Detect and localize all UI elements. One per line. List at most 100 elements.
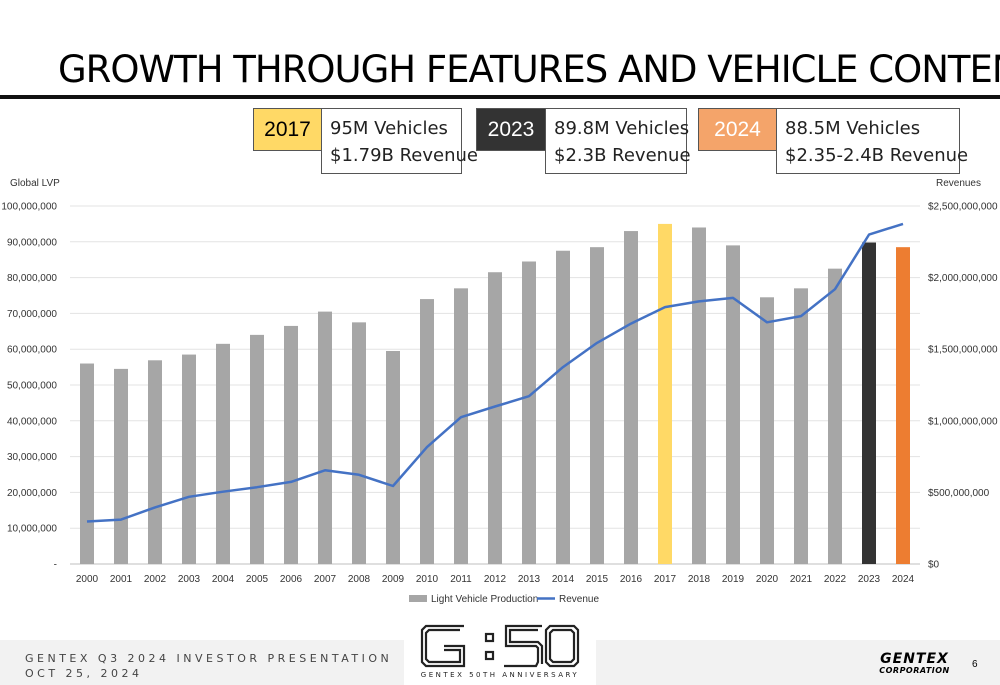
- x-tick-label: 2021: [790, 574, 813, 585]
- brand-name: GENTEX: [880, 651, 949, 667]
- left-tick-label: 100,000,000: [1, 202, 57, 213]
- bar-2011: [454, 288, 468, 564]
- x-tick-label: 2017: [654, 574, 677, 585]
- x-tick-label: 2009: [382, 574, 405, 585]
- anniversary-subtitle: GENTEX 50TH ANNIVERSARY: [420, 671, 580, 679]
- x-tick-label: 2005: [246, 574, 269, 585]
- callout-revenue: $2.35-2.4B Revenue: [785, 145, 969, 166]
- right-tick-label: $2,500,000,000: [928, 202, 998, 213]
- callout-year: 2023: [476, 108, 546, 151]
- callout-info: 95M Vehicles $1.79B Revenue: [321, 108, 478, 174]
- right-tick-label: $0: [928, 560, 940, 571]
- x-tick-label: 2000: [76, 574, 99, 585]
- bar-2010: [420, 299, 434, 564]
- title-divider: [0, 95, 1000, 99]
- callout-year: 2024: [698, 108, 777, 151]
- bar-2006: [284, 325, 298, 564]
- x-tick-label: 2022: [824, 574, 847, 585]
- bar-2018: [692, 227, 706, 565]
- left-tick-label: -: [54, 560, 57, 571]
- bar-2005: [250, 334, 264, 564]
- bar-2002: [148, 360, 162, 564]
- x-tick-label: 2012: [484, 574, 507, 585]
- x-tick-label: 2007: [314, 574, 337, 585]
- callout-vehicles: 88.5M Vehicles: [785, 118, 921, 139]
- bar-2019: [726, 245, 740, 564]
- x-tick-label: 2006: [280, 574, 303, 585]
- bar-2003: [182, 354, 196, 564]
- bar-2022: [828, 268, 842, 564]
- x-tick-label: 2013: [518, 574, 541, 585]
- x-tick-label: 2016: [620, 574, 643, 585]
- page-title: GROWTH THROUGH FEATURES AND VEHICLE CONT…: [58, 48, 1000, 91]
- x-tick-label: 2001: [110, 574, 133, 585]
- left-tick-label: 30,000,000: [7, 452, 57, 463]
- right-tick-label: $500,000,000: [928, 488, 990, 499]
- left-tick-label: 80,000,000: [7, 273, 57, 284]
- x-tick-label: 2023: [858, 574, 881, 585]
- revenue-line: [86, 222, 904, 523]
- x-tick-label: 2008: [348, 574, 371, 585]
- right-tick-label: $1,000,000,000: [928, 416, 998, 427]
- bar-2023: [862, 242, 876, 564]
- footer-date: OCT 25, 2024: [25, 667, 143, 680]
- right-tick-label: $1,500,000,000: [928, 345, 998, 356]
- left-tick-label: 50,000,000: [7, 381, 57, 392]
- x-tick-label: 2010: [416, 574, 439, 585]
- anniversary-logo-box: [404, 612, 596, 685]
- callout-revenue: $2.3B Revenue: [554, 145, 691, 166]
- bar-2007: [318, 311, 332, 564]
- bar-2009: [386, 350, 400, 564]
- legend-swatch-lvp: [409, 595, 427, 602]
- bar-2014: [556, 250, 570, 564]
- left-tick-label: 70,000,000: [7, 309, 57, 320]
- bar-2004: [216, 343, 230, 564]
- callout-vehicles: 95M Vehicles: [330, 118, 448, 139]
- left-tick-label: 40,000,000: [7, 416, 57, 427]
- x-tick-label: 2014: [552, 574, 575, 585]
- lvp-revenue-chart: Global LVP Revenues - 10,000,000 20,000,000 3…: [1, 178, 998, 605]
- left-tick-label: 20,000,000: [7, 488, 57, 499]
- right-tick-label: $2,000,000,000: [928, 273, 998, 284]
- bar-2021: [794, 288, 808, 564]
- bar-2012: [488, 272, 502, 564]
- bar-2015: [590, 247, 604, 565]
- bar-2008: [352, 322, 366, 564]
- left-tick-label: 60,000,000: [7, 345, 57, 356]
- left-tick-label: 10,000,000: [7, 524, 57, 535]
- callout-info: 89.8M Vehicles $2.3B Revenue: [545, 108, 691, 174]
- x-tick-label: 2019: [722, 574, 745, 585]
- x-tick-label: 2003: [178, 574, 201, 585]
- page-number: 6: [972, 659, 978, 670]
- bar-2001: [114, 368, 128, 564]
- g50-logo-icon: [420, 624, 580, 668]
- bar-2000: [80, 363, 94, 564]
- bar-2024: [896, 247, 910, 565]
- x-tick-label: 2004: [212, 574, 235, 585]
- x-tick-label: 2011: [450, 574, 472, 585]
- footer-text: GENTEX Q3 2024 INVESTOR PRESENTATION OCT…: [25, 651, 392, 681]
- callout-2023: 2023 89.8M Vehicles $2.3B Revenue: [476, 108, 691, 174]
- bar-2017: [658, 223, 672, 564]
- bar-2013: [522, 261, 536, 564]
- x-tick-label: 2018: [688, 574, 711, 585]
- legend-label-lvp: Light Vehicle Production: [431, 594, 538, 605]
- x-tick-label: 2002: [144, 574, 167, 585]
- callout-year: 2017: [253, 108, 322, 151]
- x-tick-label: 2020: [756, 574, 779, 585]
- legend-label-revenue: Revenue: [559, 594, 599, 605]
- footer-presentation-title: GENTEX Q3 2024 INVESTOR PRESENTATION: [25, 652, 393, 665]
- bar-2016: [624, 231, 638, 564]
- gentex-brand-logo: GENTEX CORPORATION: [872, 652, 957, 676]
- callout-2017: 2017 95M Vehicles $1.79B Revenue: [253, 108, 478, 174]
- x-tick-label: 2015: [586, 574, 609, 585]
- callout-revenue: $1.79B Revenue: [330, 145, 478, 166]
- right-axis-title: Revenues: [936, 178, 981, 189]
- left-tick-label: 90,000,000: [7, 237, 57, 248]
- bar-2020: [760, 297, 774, 564]
- callout-2024: 2024 88.5M Vehicles $2.35-2.4B Revenue: [698, 108, 969, 174]
- left-axis-title: Global LVP: [10, 178, 60, 189]
- callout-vehicles: 89.8M Vehicles: [554, 118, 690, 139]
- x-tick-label: 2024: [892, 574, 915, 585]
- callout-info: 88.5M Vehicles $2.35-2.4B Revenue: [776, 108, 969, 174]
